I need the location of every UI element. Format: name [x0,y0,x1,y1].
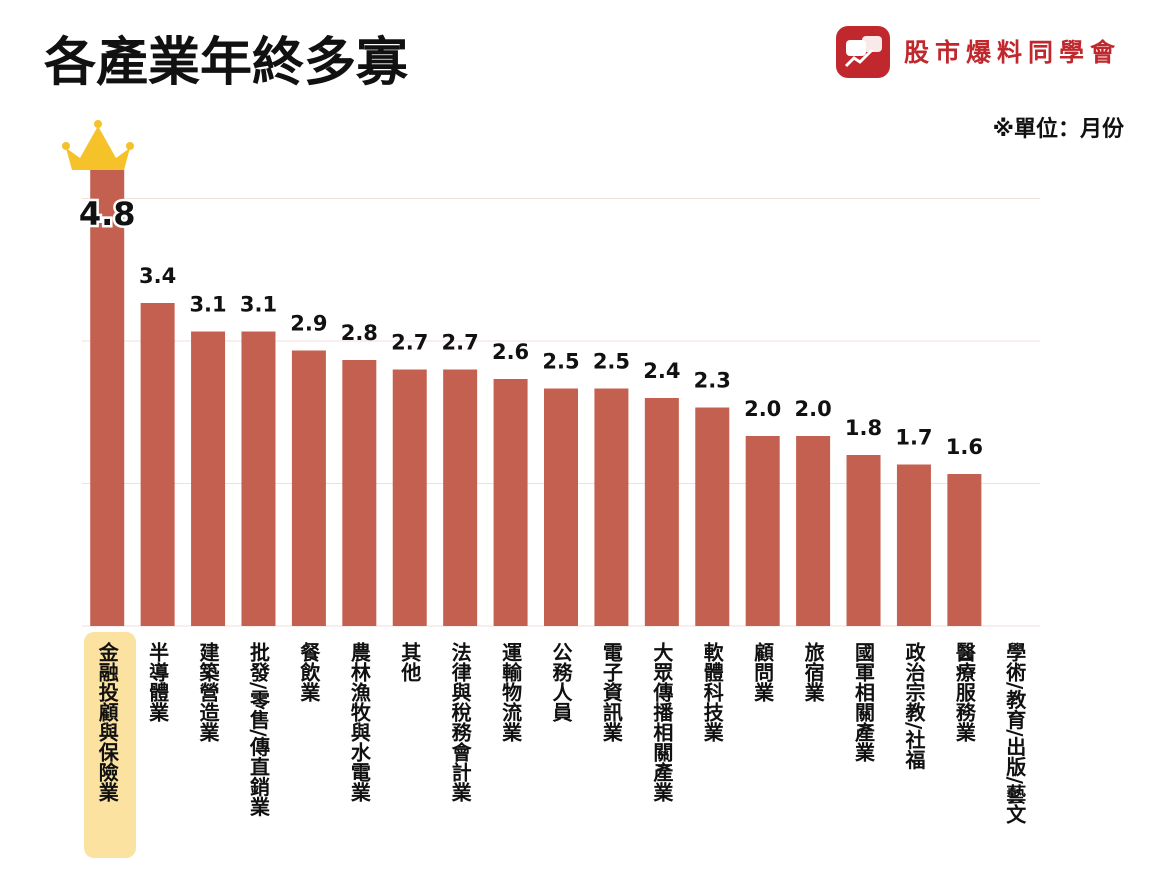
value-label: 1.8 [845,416,882,440]
bar [443,369,478,626]
value-label: 3.1 [240,293,277,317]
x-tick-label: 半導體業 [146,641,170,722]
crown [62,120,134,170]
value-label: 2.5 [542,350,579,374]
value-label: 1.6 [946,435,983,459]
value-label: 2.8 [341,321,378,345]
x-tick-label: 批發/零售/傳直銷業 [246,641,270,817]
value-label: 2.0 [744,397,781,421]
value-label: 2.0 [795,397,832,421]
unit-note: ※單位：月份 [993,116,1125,142]
x-tick-label: 農林漁牧與水電業 [347,642,371,802]
x-tick-label: 軟體科技業 [700,641,724,742]
value-label: 2.3 [694,369,731,393]
x-tick-label: 法律與稅務會計業 [448,641,472,802]
bar [392,369,427,626]
x-tick-label: 醫療服務業 [952,642,976,742]
x-tick-label: 運輸物流業 [499,642,523,742]
brand-logo [836,26,890,78]
chart-title: 各產業年終多寡 [44,33,408,93]
value-label: 2.4 [643,359,680,383]
bar [544,388,578,626]
value-label: 2.7 [391,331,428,355]
x-tick-label: 其他 [398,641,422,682]
bar [493,379,528,626]
value-label: 3.4 [139,264,176,288]
x-tick-label: 國軍相關產業 [852,642,876,762]
bar [695,407,730,626]
bar [846,455,881,626]
value-label: 2.5 [593,350,630,374]
value-label: 2.9 [290,312,327,336]
x-tick-label: 建築營造業 [196,641,220,742]
highlight-box [84,632,136,858]
bar [291,350,326,626]
bar [644,398,679,626]
x-tick-label: 政治宗教/社福 [902,641,926,770]
x-tick-label: 旅宿業 [801,641,825,702]
bar [140,303,175,626]
bar [796,436,831,626]
value-label: 4.8 [79,195,136,233]
value-label: 1.7 [895,426,932,450]
bar [745,436,780,626]
x-tick-label: 餐飲業 [297,641,321,702]
value-label: 2.6 [492,340,529,364]
x-tick-label: 大眾傳播相關產業 [650,642,674,802]
bar [594,388,629,626]
bar [90,170,125,626]
bar [947,474,982,626]
x-tick-label: 學術/教育/出版/藝文 [1003,642,1027,825]
bar [342,360,377,626]
x-tick-label: 顧問業 [751,641,775,702]
bar [241,331,276,626]
x-tick-label: 電子資訊業 [599,642,623,742]
x-tick-label: 公務人員 [549,642,573,723]
brand-name: 股市爆料同學會 [904,38,1121,67]
bar [896,464,931,626]
x-tick-label: 金融投顧與保險業 [95,641,119,802]
bar [191,331,226,626]
value-label: 3.1 [189,293,226,317]
value-label: 2.7 [442,331,479,355]
